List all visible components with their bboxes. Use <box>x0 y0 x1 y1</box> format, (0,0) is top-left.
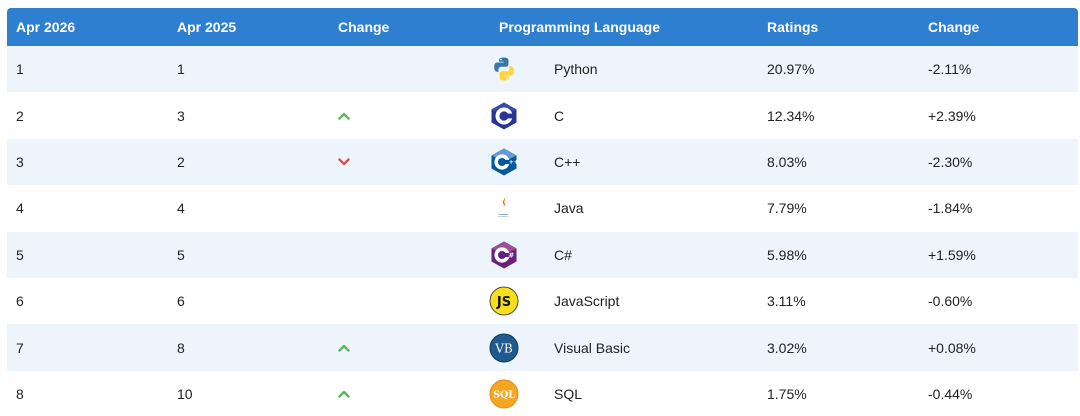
rank-apr-2025: 5 <box>177 246 185 263</box>
table-row: 7 8 VB Visual Basic 3.02% +0.08% <box>7 324 1078 371</box>
rank-change <box>329 92 490 138</box>
header-change-percent[interactable]: Change <box>928 19 980 35</box>
language-name[interactable]: SQL <box>554 385 583 402</box>
language-logo-cell: # <box>490 232 545 278</box>
rank-apr-2025: 8 <box>177 339 185 356</box>
rank-change <box>329 324 490 370</box>
language-logo-cell: ++ <box>490 139 545 185</box>
language-name[interactable]: C <box>554 107 565 124</box>
language-logo-cell: VB <box>489 324 545 370</box>
javascript-logo-icon: JS <box>489 286 519 316</box>
ranking-table: Apr 2026 Apr 2025 Change Programming Lan… <box>7 8 1078 416</box>
rank-change <box>329 46 490 92</box>
rating-value: 3.11% <box>767 293 806 310</box>
rank-apr-2026: 4 <box>16 200 24 217</box>
language-name[interactable]: C# <box>554 246 572 263</box>
rank-apr-2026: 7 <box>16 339 24 356</box>
table-row: 2 3 C 12.34% +2.39% <box>7 92 1078 139</box>
language-logo-cell <box>490 185 545 231</box>
rank-apr-2026: 6 <box>16 293 24 310</box>
header-apr-2026[interactable]: Apr 2026 <box>16 19 76 35</box>
rank-change <box>329 185 490 231</box>
language-name[interactable]: Visual Basic <box>554 339 631 356</box>
rank-apr-2025: 6 <box>177 293 185 310</box>
java-logo-icon <box>489 193 519 223</box>
language-name[interactable]: C++ <box>554 153 581 170</box>
language-logo-cell: SQL <box>489 371 545 416</box>
svg-text:VB: VB <box>494 341 513 355</box>
rank-change <box>329 278 490 324</box>
table-row: 6 6 JS JavaScript 3.11% -0.60% <box>7 277 1078 325</box>
rank-apr-2025: 3 <box>177 107 185 124</box>
arrow-up-icon <box>338 112 490 120</box>
table-row: 1 1 Python 20.97% -2.11% <box>7 46 1078 93</box>
rating-change: +0.08% <box>928 339 976 356</box>
cpp-logo-icon: ++ <box>489 147 519 177</box>
rating-value: 5.98% <box>767 246 807 263</box>
arrow-up-icon <box>338 390 490 398</box>
rating-value: 1.75% <box>767 385 807 402</box>
rating-change: -1.84% <box>928 200 973 217</box>
python-logo-icon <box>489 54 519 84</box>
rating-change: -0.60% <box>928 293 973 310</box>
visual-basic-logo-icon: VB <box>489 333 519 363</box>
table-row: 8 10 SQL SQL 1.75% -0.44% <box>7 370 1078 416</box>
rank-change <box>329 139 490 185</box>
arrow-up-icon <box>338 344 490 352</box>
rank-apr-2025: 1 <box>177 61 185 78</box>
rating-change: -2.11% <box>928 61 972 78</box>
language-name[interactable]: Java <box>554 200 584 217</box>
rating-value: 20.97% <box>767 61 815 78</box>
header-ratings[interactable]: Ratings <box>767 19 819 35</box>
csharp-logo-icon: # <box>489 240 519 270</box>
language-logo-cell <box>490 92 545 138</box>
rank-apr-2026: 8 <box>16 385 24 402</box>
table-row: 3 2 ++ C++ 8.03% -2.30% <box>7 138 1078 186</box>
language-logo-cell: JS <box>489 278 545 324</box>
rating-value: 3.02% <box>767 339 807 356</box>
header-apr-2025[interactable]: Apr 2025 <box>177 19 237 35</box>
header-programming-language[interactable]: Programming Language <box>499 19 661 35</box>
language-logo-cell <box>490 46 545 92</box>
c-logo-icon <box>489 101 519 131</box>
svg-text:#: # <box>508 251 514 259</box>
rank-change <box>329 371 490 416</box>
table-header-row: Apr 2026 Apr 2025 Change Programming Lan… <box>7 8 1078 46</box>
rating-value: 12.34% <box>767 107 815 124</box>
rating-change: +2.39% <box>928 107 976 124</box>
rating-change: -0.44% <box>928 385 973 402</box>
header-change[interactable]: Change <box>338 19 390 35</box>
rank-apr-2026: 5 <box>16 246 24 263</box>
rank-apr-2026: 1 <box>16 61 24 78</box>
rank-apr-2025: 2 <box>177 153 185 170</box>
rank-apr-2026: 3 <box>16 153 24 170</box>
rank-apr-2025: 4 <box>177 200 185 217</box>
language-name[interactable]: Python <box>554 61 598 78</box>
ranking-table-container: Apr 2026 Apr 2025 Change Programming Lan… <box>7 8 1078 416</box>
rank-apr-2026: 2 <box>16 107 24 124</box>
rating-value: 8.03% <box>767 153 807 170</box>
arrow-down-icon <box>338 158 490 166</box>
sql-logo-icon: SQL <box>489 379 519 409</box>
table-row: 4 4 Java 7.79% -1.84% <box>7 185 1078 232</box>
svg-text:SQL: SQL <box>493 390 515 401</box>
rank-change <box>329 232 490 278</box>
rating-change: -2.30% <box>928 153 973 170</box>
rating-value: 7.79% <box>767 200 807 217</box>
language-name[interactable]: JavaScript <box>554 293 620 310</box>
svg-text:++: ++ <box>509 159 519 166</box>
table-body: 1 1 Python 20.97% -2.11% 2 3 C 12.34% +2.39% 3 2 ++ C… <box>7 46 1078 416</box>
svg-text:JS: JS <box>496 295 511 310</box>
table-row: 5 5 # C# 5.98% +1.59% <box>7 231 1078 278</box>
rank-apr-2025: 10 <box>177 385 193 402</box>
rating-change: +1.59% <box>928 246 976 263</box>
